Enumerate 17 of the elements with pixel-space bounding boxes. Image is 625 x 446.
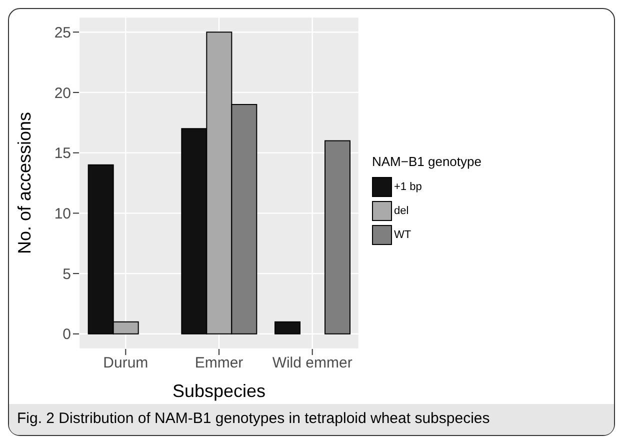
- y-tick-label: 15: [54, 145, 71, 162]
- legend-label: WT: [394, 229, 412, 241]
- y-tick-label: 0: [62, 326, 71, 344]
- legend-title: NAM−B1 genotype: [372, 154, 482, 169]
- y-axis-title: No. of accessions: [14, 112, 34, 254]
- caption: Fig. 2 Distribution of NAM-B1 genotypes in tetraploid wheat subspecies: [9, 404, 614, 435]
- y-tick-label: 25: [54, 24, 71, 42]
- x-tick-label: Emmer: [194, 354, 244, 372]
- x-tick-label: Durum: [103, 354, 148, 372]
- figure-frame: Durum Emmer Wild emmer Subspecies 0 5 10 15 20 25 No. of accessions NAM−B1 genotype +1 bp del WT Fig. 2 Distribution of NAM-B1 genotypes in tetraploid wheat subspecies: [8, 8, 615, 436]
- legend-label: +1 bp: [394, 181, 422, 193]
- legend-label: del: [394, 205, 409, 217]
- y-tick-label: 20: [54, 84, 71, 102]
- x-tick-label: Wild emmer: [272, 354, 352, 372]
- y-tick-label: 10: [54, 206, 71, 223]
- y-tick-label: 5: [62, 266, 71, 283]
- x-axis-title: Subspecies: [172, 381, 266, 401]
